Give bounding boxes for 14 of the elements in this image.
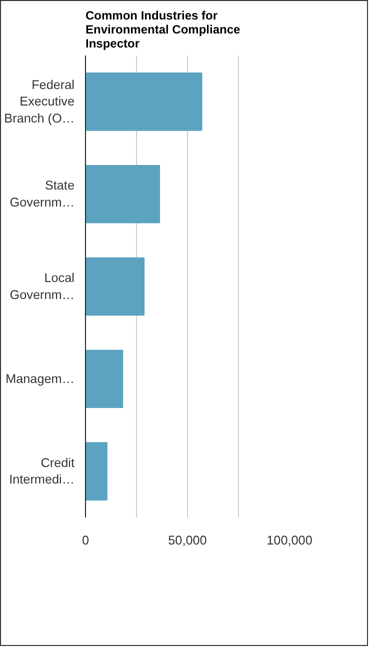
y-tick-label: State Governm… <box>10 178 75 210</box>
y-tick-label: Local Governm… <box>10 271 75 302</box>
x-tick-label: 100,000 <box>266 534 312 548</box>
bar <box>86 442 108 500</box>
bar <box>86 257 145 316</box>
x-tick-label: 50,000 <box>168 534 207 548</box>
bar <box>86 350 124 408</box>
bar <box>86 164 160 224</box>
y-tick-label: Federal Executive Branch (O… <box>4 78 75 126</box>
bar <box>86 72 202 131</box>
y-tick-label: Credit Intermedi… <box>9 456 75 487</box>
chart-title: Common Industries for Environmental Compliance Inspector <box>86 8 241 50</box>
y-tick-label: Managem… <box>6 372 74 386</box>
x-tick-label: 0 <box>82 534 90 548</box>
